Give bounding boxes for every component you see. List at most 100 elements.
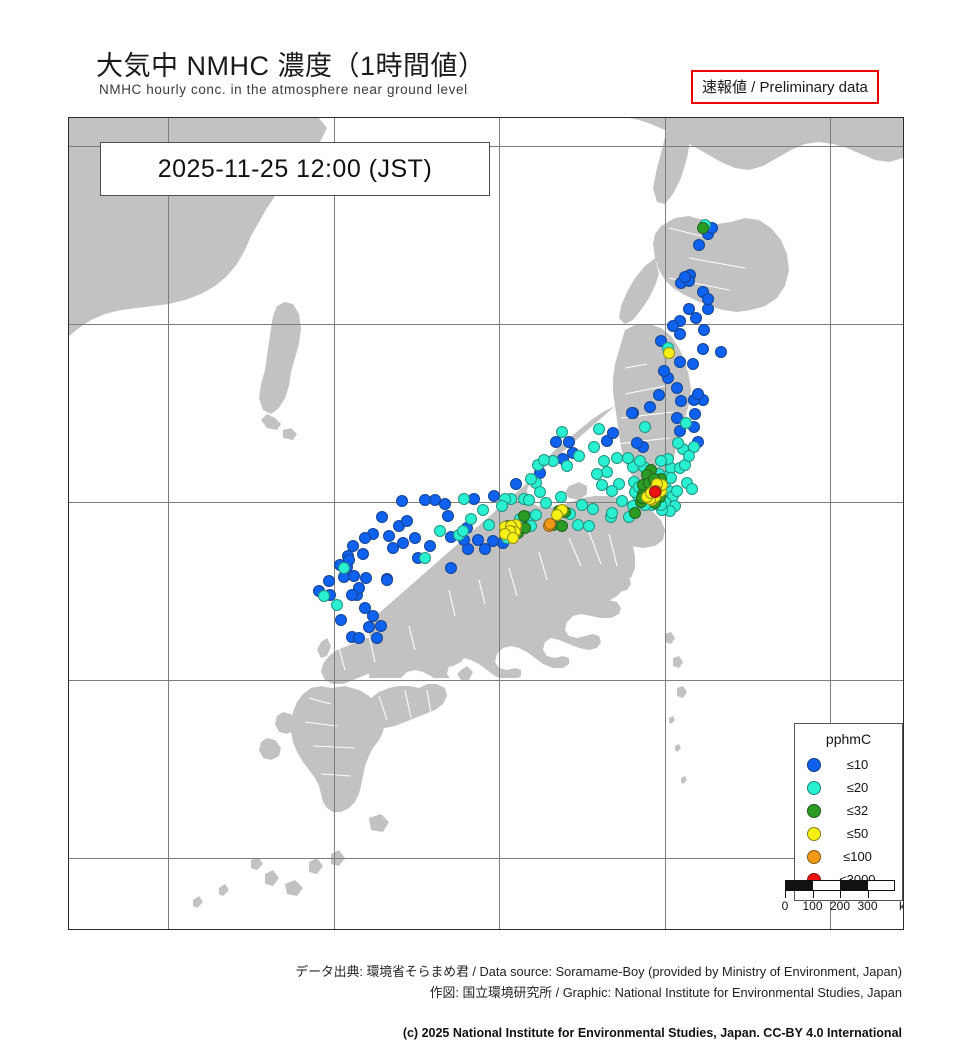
axis-minor-tick-lon — [565, 929, 566, 930]
legend: pphmC ≤10 ≤20 ≤32 ≤50 ≤100 ≤3000 — [794, 723, 903, 901]
axis-minor-tick-lon — [698, 929, 699, 930]
axis-minor-tick-lon — [234, 929, 235, 930]
data-point — [353, 632, 366, 645]
scale-bar: 0 100 200 300 km — [781, 880, 903, 915]
data-point — [507, 531, 520, 544]
gridline-vertical — [168, 118, 169, 929]
data-point — [471, 533, 484, 546]
scale-bar-segment — [867, 881, 894, 890]
data-point — [362, 620, 375, 633]
gridline-vertical — [334, 118, 335, 929]
data-point — [543, 518, 556, 531]
scale-bar-label: 0 — [781, 899, 789, 913]
axis-minor-tick-lon — [599, 929, 600, 930]
scale-bar-tick — [840, 891, 841, 898]
data-point — [638, 421, 651, 434]
legend-swatch-icon — [807, 780, 821, 795]
footer: データ出典: 環境省そらまめ君 / Data source: Soramame-… — [0, 962, 980, 1003]
data-point — [673, 355, 686, 368]
data-point — [652, 389, 665, 402]
scale-bar-segment — [786, 881, 814, 890]
data-point — [674, 328, 687, 341]
data-point — [682, 449, 695, 462]
scale-bar-tick — [812, 891, 814, 898]
data-point — [685, 482, 698, 495]
data-point — [671, 437, 684, 450]
data-point — [592, 423, 605, 436]
legend-item-label: ≤50 — [846, 826, 869, 841]
data-point — [465, 513, 478, 526]
data-point — [331, 599, 344, 612]
data-point — [381, 574, 394, 587]
data-point — [383, 529, 396, 542]
legend-item[interactable]: ≤50 — [801, 822, 896, 845]
scale-bar-unit: km — [899, 899, 903, 913]
axis-minor-tick-lon — [532, 929, 533, 930]
data-point — [621, 451, 634, 464]
copyright-notice: (c) 2025 National Institute for Environm… — [402, 1026, 902, 1040]
data-point — [643, 400, 656, 413]
legend-item[interactable]: ≤100 — [801, 845, 896, 868]
status-badge: 速報値 / Preliminary data — [691, 70, 879, 104]
legend-rows: ≤10 ≤20 ≤32 ≤50 ≤100 ≤3000 — [801, 753, 896, 891]
data-point — [696, 343, 709, 356]
data-point — [359, 602, 372, 615]
data-point — [561, 459, 574, 472]
data-point — [438, 497, 451, 510]
data-point — [587, 441, 600, 454]
axis-minor-tick-lon — [797, 929, 798, 930]
data-point — [397, 537, 410, 550]
scale-bar-labels: 0 100 200 300 — [781, 899, 895, 915]
axis-minor-tick-lon — [301, 929, 302, 930]
data-point — [337, 561, 350, 574]
data-point — [367, 609, 380, 622]
axis-tick-lon — [168, 929, 169, 930]
data-point — [524, 473, 537, 486]
axis-minor-tick-lon — [400, 929, 401, 930]
data-point — [562, 436, 575, 449]
data-point — [586, 502, 599, 515]
data-point — [533, 486, 546, 499]
data-point — [671, 382, 684, 395]
data-point — [555, 490, 568, 503]
data-point — [537, 454, 550, 467]
page-subtitle: NMHC hourly conc. in the atmosphere near… — [99, 82, 468, 97]
axis-minor-tick-lon — [433, 929, 434, 930]
data-point — [360, 571, 373, 584]
gridline-horizontal — [69, 680, 903, 681]
data-point — [400, 514, 413, 527]
scale-bar-ticks — [785, 891, 895, 898]
gridline-horizontal — [69, 858, 903, 859]
data-point — [692, 387, 705, 400]
data-point — [523, 494, 536, 507]
gridline-vertical — [665, 118, 666, 929]
legend-item[interactable]: ≤32 — [801, 799, 896, 822]
data-point — [696, 221, 709, 234]
data-point — [606, 485, 619, 498]
data-point — [658, 364, 671, 377]
axis-minor-tick-lon — [896, 929, 897, 930]
data-point — [605, 506, 618, 519]
legend-item[interactable]: ≤10 — [801, 753, 896, 776]
axis-minor-tick-lon — [201, 929, 202, 930]
data-point — [424, 539, 437, 552]
gridline-vertical — [830, 118, 831, 929]
axis-minor-tick-lon — [135, 929, 136, 930]
data-point — [596, 479, 609, 492]
data-point — [666, 320, 679, 333]
data-point — [633, 455, 646, 468]
data-point — [518, 509, 531, 522]
legend-item[interactable]: ≤20 — [801, 776, 896, 799]
data-point — [476, 503, 489, 516]
data-point — [346, 539, 359, 552]
data-point — [714, 346, 727, 359]
axis-minor-tick-lon — [102, 929, 103, 930]
axis-minor-tick-lon — [632, 929, 633, 930]
data-point — [444, 561, 457, 574]
data-point — [701, 303, 714, 316]
axis-minor-tick-lon — [69, 929, 70, 930]
axis-minor-tick-lon — [863, 929, 864, 930]
data-point — [556, 519, 569, 532]
map-plot-area[interactable]: 45°N 40°N 35°N 30°N 25°N 125°E 130°E 135… — [68, 117, 904, 930]
data-point — [396, 495, 409, 508]
